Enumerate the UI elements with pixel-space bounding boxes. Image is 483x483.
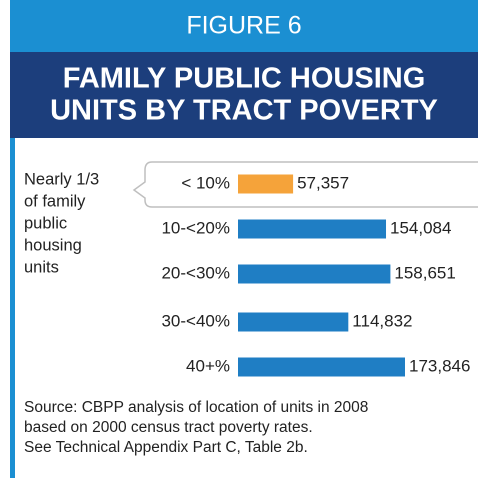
source-note: based on 2000 census tract poverty rates… bbox=[24, 419, 313, 436]
panel-border bbox=[10, 138, 15, 478]
source-note: See Technical Appendix Part C, Table 2b. bbox=[24, 439, 308, 456]
bar bbox=[238, 219, 387, 239]
bar bbox=[238, 264, 391, 284]
bar bbox=[238, 312, 349, 332]
annotation: public bbox=[24, 214, 67, 232]
figure-label: FIGURE 6 bbox=[186, 12, 301, 40]
annotation: units bbox=[24, 258, 59, 276]
value-label: 57,357 bbox=[297, 173, 349, 192]
category-label: < 10% bbox=[181, 173, 230, 192]
value-label: 173,846 bbox=[409, 356, 470, 375]
bar bbox=[238, 357, 405, 377]
figure-band bbox=[10, 0, 478, 52]
bracket bbox=[132, 161, 478, 208]
title-band bbox=[10, 52, 478, 138]
chart-title: FAMILY PUBLIC HOUSING bbox=[63, 63, 426, 95]
category-label: 10-<20% bbox=[161, 218, 230, 237]
value-label: 114,832 bbox=[352, 311, 412, 330]
source-note: Source: CBPP analysis of location of uni… bbox=[24, 399, 368, 416]
category-label: 30-<40% bbox=[161, 311, 230, 330]
annotation: housing bbox=[24, 236, 82, 254]
value-label: 154,084 bbox=[390, 218, 451, 237]
bar bbox=[238, 174, 294, 194]
category-label: 20-<30% bbox=[161, 263, 230, 282]
annotation: Nearly 1/3 bbox=[24, 170, 99, 188]
value-label: 158,651 bbox=[394, 263, 455, 282]
annotation: of family bbox=[24, 192, 86, 210]
category-label: 40+% bbox=[186, 356, 230, 375]
chart-title: UNITS BY TRACT POVERTY bbox=[50, 95, 438, 127]
